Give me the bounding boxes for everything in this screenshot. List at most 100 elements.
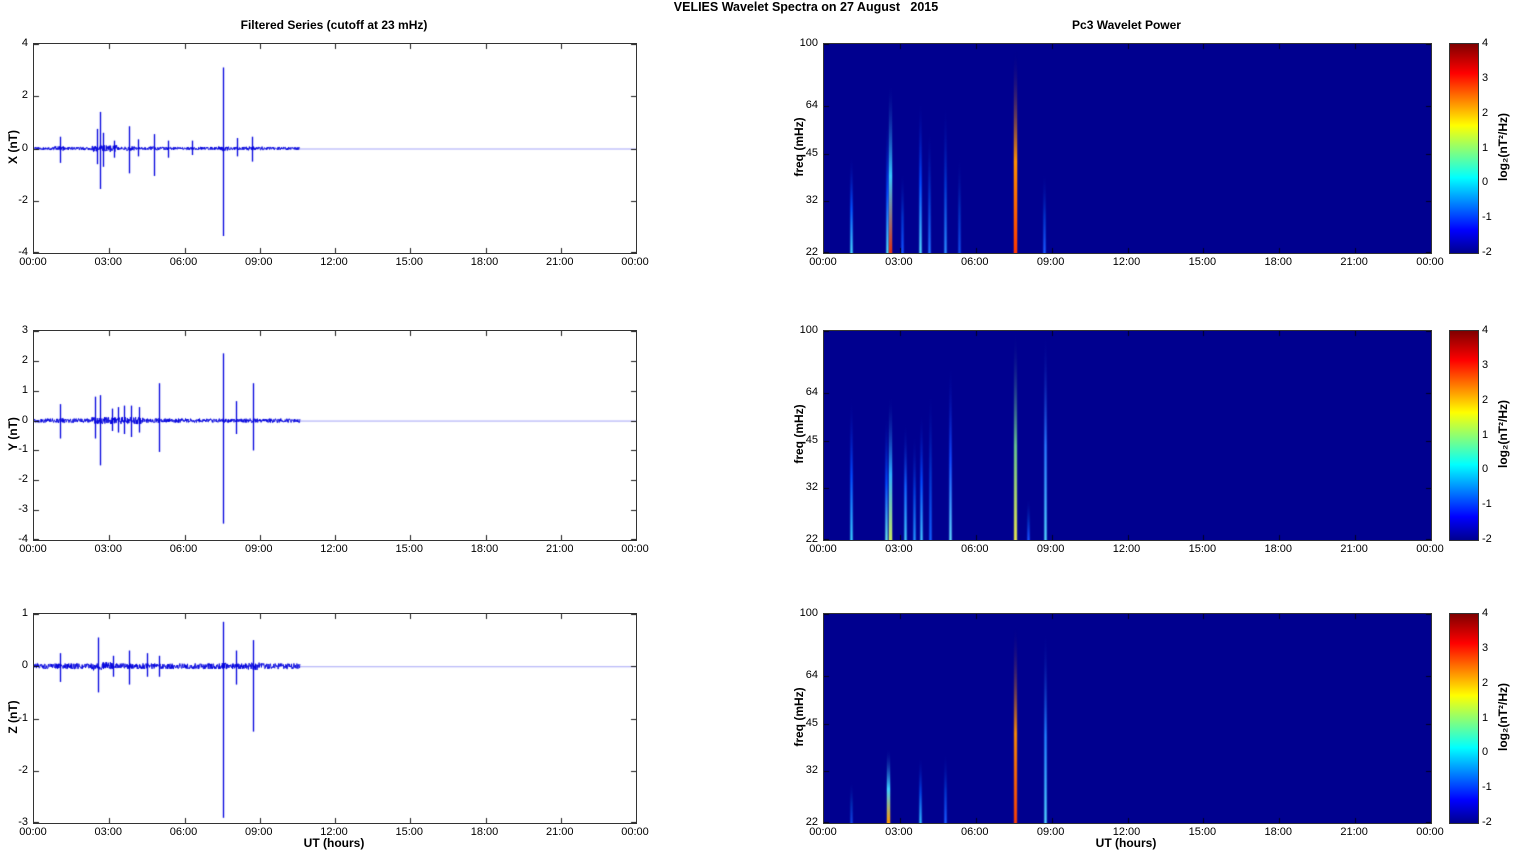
freq-tick-label: 100	[799, 324, 818, 336]
x-tick-label: 12:00	[320, 826, 348, 838]
colorbar-tick-label: 2	[1482, 106, 1489, 119]
y-tick-label: 2	[21, 353, 28, 366]
x-tick-label: 00:00	[621, 543, 649, 555]
x-axis-label-left: UT (hours)	[303, 836, 365, 850]
y-tick-label: 2	[21, 89, 28, 102]
freq-tick-label: 45	[805, 434, 818, 447]
freq-tick-label: 22	[805, 533, 818, 545]
freq-tick-label: 64	[805, 668, 818, 681]
x-tick-label: 03:00	[885, 256, 913, 268]
colorbar-middle	[1449, 330, 1479, 541]
colorbar-tick-label: 0	[1482, 463, 1489, 476]
x-tick-label: 15:00	[1188, 543, 1217, 555]
colorbar-tick-label: 1	[1482, 428, 1489, 441]
x-axis-label-right: UT (hours)	[1095, 836, 1157, 850]
timeseries-panel-z	[33, 613, 637, 824]
colorbar-tick-label: -2	[1482, 533, 1492, 545]
x-tick-label: 00:00	[809, 543, 837, 555]
left-column-title: Filtered Series (cutoff at 23 mHz)	[240, 18, 428, 32]
timeseries-canvas-x	[34, 44, 636, 253]
y-tick-label: -1	[18, 711, 28, 724]
x-tick-label: 06:00	[960, 543, 989, 555]
colorbar-tick-label: 2	[1482, 676, 1489, 689]
y-tick-label: 1	[21, 383, 28, 396]
timeseries-panel-x	[33, 43, 637, 254]
x-tick-label: 00:00	[621, 256, 649, 268]
x-tick-label: 12:00	[320, 256, 348, 268]
colorbar-tick-label: 4	[1482, 607, 1489, 619]
colorbar-tick-label: -2	[1482, 816, 1492, 828]
colorbar-tick-label: 1	[1482, 711, 1489, 724]
y-axis-label-freq-bottom: freq (mHz)	[792, 687, 806, 747]
y-tick-label: -1	[18, 443, 28, 456]
colorbar-tick-label: -1	[1482, 781, 1492, 794]
freq-tick-label: 32	[805, 194, 818, 207]
x-tick-label: 00:00	[621, 826, 649, 838]
x-tick-label: 21:00	[1340, 543, 1368, 555]
colorbar-tick-label: 4	[1482, 37, 1489, 49]
x-tick-label: 09:00	[244, 543, 273, 555]
x-tick-label: 03:00	[94, 826, 123, 838]
timeseries-canvas-y	[34, 331, 636, 540]
x-tick-label: 00:00	[809, 256, 837, 268]
x-tick-label: 09:00	[244, 256, 273, 268]
timeseries-canvas-z	[34, 614, 636, 823]
y-tick-label: -2	[18, 763, 28, 776]
y-tick-label: 1	[21, 607, 28, 619]
x-tick-label: 18:00	[1264, 256, 1293, 268]
x-tick-label: 18:00	[1264, 826, 1293, 838]
x-tick-label: 15:00	[1188, 256, 1217, 268]
spectrogram-panel-z	[823, 613, 1432, 824]
x-tick-label: 06:00	[960, 256, 989, 268]
timeseries-panel-y	[33, 330, 637, 541]
spectrogram-canvas-x	[824, 44, 1431, 253]
x-tick-label: 12:00	[1112, 826, 1141, 838]
colorbar-bottom	[1449, 613, 1479, 824]
x-tick-label: 21:00	[545, 826, 574, 838]
x-tick-label: 09:00	[1036, 256, 1065, 268]
colorbar-tick-label: 3	[1482, 641, 1489, 654]
colorbar-tick-label: -1	[1482, 498, 1492, 511]
x-tick-label: 06:00	[169, 543, 198, 555]
freq-tick-label: 32	[805, 764, 818, 777]
x-tick-label: 00:00	[19, 826, 47, 838]
colorbar-tick-label: 2	[1482, 393, 1489, 406]
colorbar-top	[1449, 43, 1479, 254]
x-tick-label: 15:00	[395, 543, 424, 555]
y-tick-label: -2	[18, 473, 28, 486]
spectrogram-panel-y	[823, 330, 1432, 541]
colorbar-tick-label: -1	[1482, 211, 1492, 224]
x-tick-label: 06:00	[169, 256, 198, 268]
x-tick-label: 18:00	[470, 826, 499, 838]
x-tick-label: 15:00	[1188, 826, 1217, 838]
x-tick-label: 09:00	[1036, 826, 1065, 838]
colorbar-tick-label: -2	[1482, 246, 1492, 258]
colorbar-tick-label: 3	[1482, 358, 1489, 371]
x-tick-label: 18:00	[470, 543, 499, 555]
x-tick-label: 00:00	[19, 543, 47, 555]
colorbar-tick-label: 4	[1482, 324, 1489, 336]
y-tick-label: -4	[18, 246, 28, 258]
x-tick-label: 06:00	[960, 826, 989, 838]
x-tick-label: 21:00	[1340, 826, 1368, 838]
y-tick-label: 3	[21, 324, 28, 336]
x-tick-label: 09:00	[244, 826, 273, 838]
figure-title: VELIES Wavelet Spectra on 27 August 2015	[673, 0, 939, 14]
x-tick-label: 15:00	[395, 826, 424, 838]
freq-tick-label: 45	[805, 147, 818, 160]
colorbar-tick-label: 0	[1482, 176, 1489, 189]
spectrogram-canvas-z	[824, 614, 1431, 823]
freq-tick-label: 22	[805, 246, 818, 258]
x-tick-label: 03:00	[94, 256, 123, 268]
y-tick-label: -4	[18, 533, 28, 545]
y-tick-label: -3	[18, 816, 28, 828]
y-tick-label: -2	[18, 193, 28, 206]
x-tick-label: 06:00	[169, 826, 198, 838]
y-axis-label-x-nt: X (nT)	[6, 130, 20, 164]
x-tick-label: 00:00	[19, 256, 47, 268]
x-tick-label: 21:00	[1340, 256, 1368, 268]
y-tick-label: 0	[21, 659, 28, 672]
colorbar-label-bottom: log₂(nT²/Hz)	[1496, 683, 1510, 751]
x-tick-label: 00:00	[1416, 826, 1444, 838]
